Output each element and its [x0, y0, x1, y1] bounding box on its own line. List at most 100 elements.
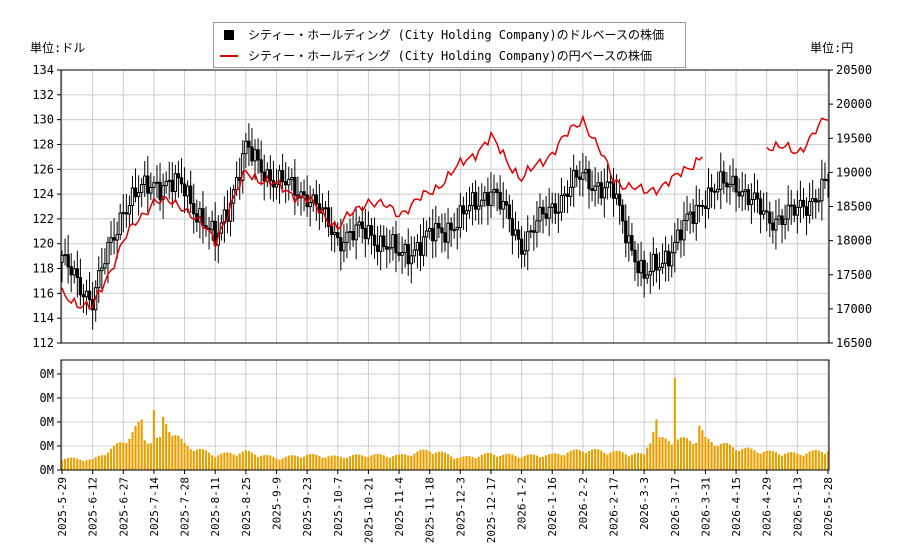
candle-body — [547, 206, 551, 219]
x-tick-label: 2025-9-23 — [301, 477, 314, 537]
candle-body — [455, 226, 459, 231]
candle-body — [189, 185, 193, 205]
candle-body — [550, 203, 554, 208]
x-tick-label: 2026-5-28 — [822, 477, 835, 537]
volume-bar — [229, 452, 232, 470]
candle-body — [78, 277, 83, 296]
candle-body — [394, 234, 398, 254]
volume-bar — [94, 457, 97, 470]
candle-body — [624, 220, 628, 244]
volume-bar — [220, 453, 223, 470]
volume-bar — [799, 454, 802, 470]
volume-bar — [388, 457, 391, 470]
volume-bar — [91, 459, 94, 470]
volume-bar — [759, 453, 762, 470]
candle-body — [369, 225, 374, 236]
candle-body — [109, 237, 113, 243]
volume-bar — [207, 452, 211, 470]
volume-bar — [581, 451, 584, 470]
candle-body — [139, 184, 144, 194]
volume-bar — [278, 459, 281, 470]
candle-body — [633, 249, 637, 263]
candle-body — [127, 205, 132, 215]
volume-bar — [217, 455, 220, 470]
volume-tick-label: 0M — [40, 415, 54, 429]
volume-bar — [162, 416, 165, 470]
legend-yen-marker — [220, 55, 238, 57]
right-tick-label: 17500 — [836, 268, 872, 282]
candle-body — [192, 203, 196, 215]
legend-yen-label: シティー・ホールディング (City Holding Company)の円ベース… — [248, 49, 653, 63]
right-tick-label: 16500 — [836, 336, 872, 350]
candle-body — [146, 175, 150, 194]
volume-bar — [419, 450, 422, 470]
candle-body — [691, 211, 695, 225]
volume-bar — [649, 443, 652, 470]
candle-body — [572, 169, 576, 188]
candle-body — [287, 179, 291, 186]
volume-bar — [67, 457, 70, 470]
volume-bar — [128, 438, 131, 470]
volume-bar — [636, 452, 640, 470]
volume-bar — [505, 453, 508, 470]
volume-bar — [180, 438, 183, 470]
candle-body — [697, 204, 701, 207]
x-tick-label: 2025-8-11 — [209, 477, 222, 537]
candle-body — [164, 180, 168, 187]
volume-bar — [587, 450, 591, 470]
volume-bar — [676, 439, 679, 470]
left-tick-label: 132 — [32, 88, 54, 102]
candle-body — [467, 205, 472, 212]
price-grid — [61, 69, 829, 344]
volume-bar — [413, 453, 416, 470]
candle-body — [667, 250, 671, 267]
right-tick-label: 20000 — [836, 97, 872, 111]
candle-body — [176, 173, 181, 179]
volume-bar — [296, 456, 300, 470]
volume-bar — [682, 437, 686, 470]
volume-bar — [367, 456, 370, 470]
candle-body — [118, 212, 122, 235]
candle-body — [397, 252, 401, 256]
volume-bar — [428, 451, 431, 470]
candle-body — [100, 267, 104, 272]
x-axis-ticks: 2025-5-29 2025-6-12 2025-6-27 2025-7-14 2025… — [56, 470, 835, 543]
candle-body — [136, 192, 141, 198]
candle-body — [611, 182, 616, 199]
volume-bar — [198, 448, 201, 470]
left-tick-label: 116 — [32, 286, 54, 300]
volume-bar — [177, 435, 180, 470]
candle-body — [783, 218, 787, 225]
volume-bar — [725, 443, 728, 470]
volume-bar — [652, 432, 655, 470]
volume-bar — [780, 455, 784, 470]
candle-body — [507, 204, 512, 220]
candle-body — [820, 178, 824, 202]
x-tick-label: 2025-7-14 — [148, 477, 161, 537]
candle-body — [627, 235, 631, 244]
candle-body — [529, 230, 533, 233]
volume-bar — [410, 456, 413, 470]
candle-body — [516, 229, 521, 240]
candle-body — [645, 274, 649, 279]
candle-body — [795, 206, 800, 216]
candle-body — [581, 172, 585, 180]
x-tick-label: 2025-6-12 — [87, 477, 100, 537]
left-tick-label: 112 — [32, 336, 54, 350]
volume-bar — [437, 451, 440, 470]
candle-body — [801, 199, 806, 208]
candle-body — [688, 211, 692, 215]
volume-bar — [514, 455, 517, 470]
candle-body — [299, 191, 303, 199]
volume-bar — [777, 454, 781, 470]
candle-body — [526, 231, 530, 252]
volume-bar — [247, 450, 250, 470]
candle-body — [84, 290, 89, 298]
volume-tick-label: 0M — [40, 439, 54, 453]
volume-bar — [73, 457, 76, 470]
candle-body — [323, 207, 328, 210]
candle-body — [406, 244, 410, 265]
volume-bar — [468, 456, 471, 470]
candle-body — [75, 268, 79, 279]
volume-bar — [364, 456, 367, 470]
